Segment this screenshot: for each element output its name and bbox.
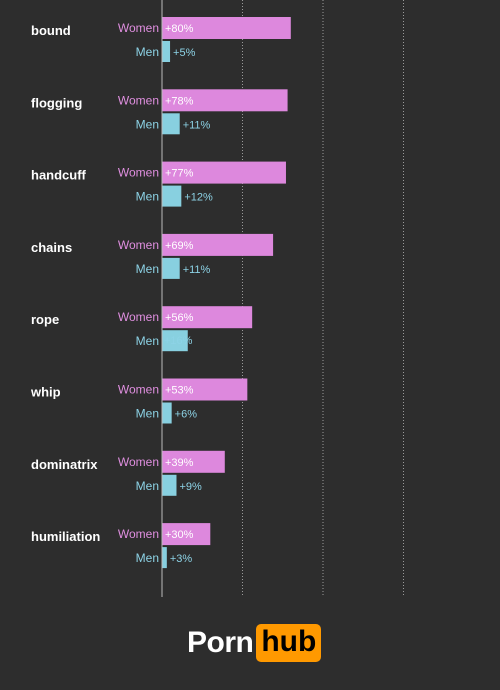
legend-label-women: Women	[118, 21, 159, 35]
legend-label-men: Men	[136, 45, 159, 59]
bar-men-whip	[162, 402, 172, 424]
data-label-women-handcuff: +77%	[165, 168, 194, 180]
bar-men-handcuff	[162, 185, 182, 207]
data-label-women-whip: +53%	[165, 385, 194, 397]
data-label-men-chains: +11%	[183, 264, 211, 276]
data-label-men-flogging: +11%	[183, 119, 211, 131]
data-label-men-rope: +16%	[164, 335, 193, 347]
category-label-dominatrix: dominatrix	[31, 457, 98, 472]
logo-text-hub: hub	[256, 624, 322, 662]
legend-label-women: Women	[118, 527, 159, 541]
logo-text-porn: Porn	[187, 626, 254, 659]
data-label-women-humiliation: +30%	[165, 529, 194, 541]
data-label-men-whip: +6%	[175, 409, 198, 421]
legend-label-women: Women	[118, 310, 159, 324]
category-label-flogging: flogging	[31, 95, 82, 110]
bar-women-handcuff	[162, 161, 286, 184]
legend-label-women: Women	[118, 383, 159, 397]
data-label-men-humiliation: +3%	[170, 553, 193, 565]
bar-women-whip	[162, 378, 248, 401]
category-label-rope: rope	[31, 312, 59, 327]
bar-men-bound	[162, 41, 171, 62]
legend-label-women: Women	[118, 166, 159, 180]
data-label-women-chains: +69%	[165, 240, 194, 252]
data-label-men-bound: +5%	[173, 47, 196, 59]
bar-women-chains	[162, 233, 274, 256]
bar-men-rope	[162, 330, 188, 352]
legend-label-men: Men	[136, 117, 159, 131]
legend-label-women: Women	[118, 455, 159, 469]
bar-women-flogging	[162, 89, 288, 112]
legend-label-women: Women	[118, 93, 159, 107]
legend-label-men: Men	[136, 334, 159, 348]
legend-label-men: Men	[136, 190, 159, 204]
category-label-chains: chains	[31, 240, 72, 255]
category-label-bound: bound	[31, 23, 71, 38]
data-label-men-dominatrix: +9%	[179, 481, 202, 493]
data-label-women-flogging: +78%	[165, 95, 194, 107]
legend-label-men: Men	[136, 262, 159, 276]
data-label-women-rope: +56%	[165, 312, 194, 324]
legend-label-men: Men	[136, 551, 159, 565]
bar-women-dominatrix	[162, 450, 225, 473]
legend-label-women: Women	[118, 238, 159, 252]
data-label-women-bound: +80%	[165, 23, 194, 35]
bar-men-dominatrix	[162, 474, 177, 496]
bar-women-rope	[162, 306, 253, 329]
bar-men-flogging	[162, 113, 180, 135]
bar-men-humiliation	[162, 547, 167, 569]
legend-label-men: Men	[136, 407, 159, 421]
brand-logo: Porn hub	[187, 624, 322, 662]
category-label-humiliation: humiliation	[31, 529, 100, 544]
category-label-whip: whip	[30, 385, 61, 400]
bar-women-bound	[162, 17, 291, 39]
bar-women-humiliation	[162, 523, 211, 546]
legend-label-men: Men	[136, 479, 159, 493]
data-label-women-dominatrix: +39%	[165, 457, 194, 469]
bar-men-chains	[162, 257, 180, 279]
category-label-handcuff: handcuff	[31, 168, 87, 183]
data-label-men-handcuff: +12%	[184, 192, 213, 204]
